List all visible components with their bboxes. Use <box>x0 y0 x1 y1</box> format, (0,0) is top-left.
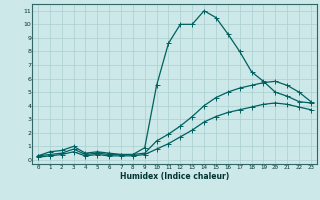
X-axis label: Humidex (Indice chaleur): Humidex (Indice chaleur) <box>120 172 229 181</box>
